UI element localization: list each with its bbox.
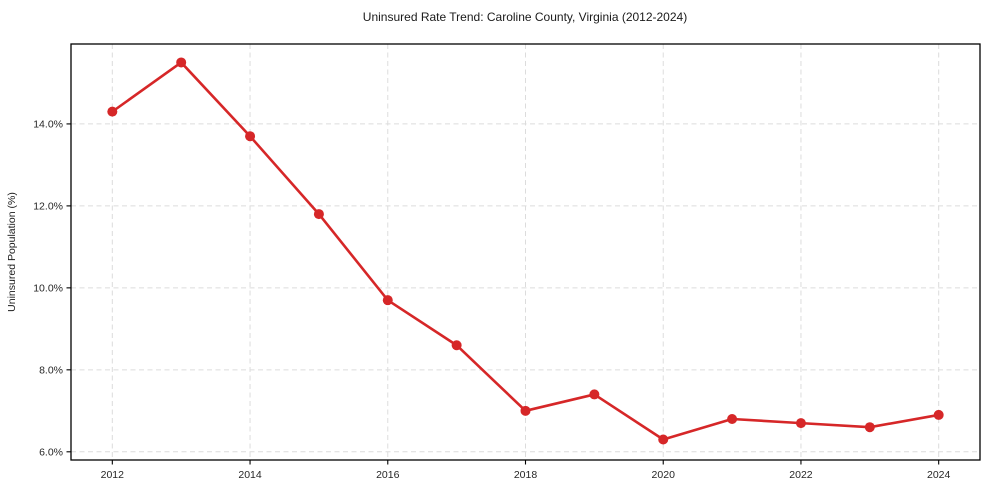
y-tick-label: 8.0% — [39, 365, 63, 377]
x-tick-label: 2012 — [101, 469, 125, 481]
data-point — [520, 405, 531, 416]
data-point — [107, 106, 118, 117]
data-point — [176, 57, 187, 68]
y-tick-label: 10.0% — [33, 283, 63, 295]
data-point — [727, 414, 738, 425]
x-tick-label: 2022 — [789, 469, 813, 481]
x-tick-label: 2014 — [238, 469, 262, 481]
data-point — [313, 209, 324, 220]
data-point — [864, 422, 875, 433]
data-point — [933, 409, 944, 420]
data-point — [795, 418, 806, 429]
y-tick-label: 14.0% — [33, 119, 63, 131]
x-tick-label: 2016 — [376, 469, 400, 481]
x-tick-label: 2018 — [514, 469, 538, 481]
x-tick-label: 2020 — [652, 469, 676, 481]
data-point — [451, 340, 462, 351]
chart-title: Uninsured Rate Trend: Caroline County, V… — [363, 10, 687, 24]
y-tick-label: 12.0% — [33, 201, 63, 213]
y-tick-label: 6.0% — [39, 447, 63, 459]
data-point — [589, 389, 600, 400]
x-tick-label: 2024 — [927, 469, 951, 481]
y-axis-title: Uninsured Population (%) — [6, 192, 18, 312]
data-point — [382, 295, 393, 306]
data-point — [658, 434, 669, 445]
data-point — [245, 131, 256, 142]
plot-generated-layer: 2012 2014 2016 2018 2020 2022 2024 6.0% 8.0% 10.0… — [33, 43, 981, 481]
